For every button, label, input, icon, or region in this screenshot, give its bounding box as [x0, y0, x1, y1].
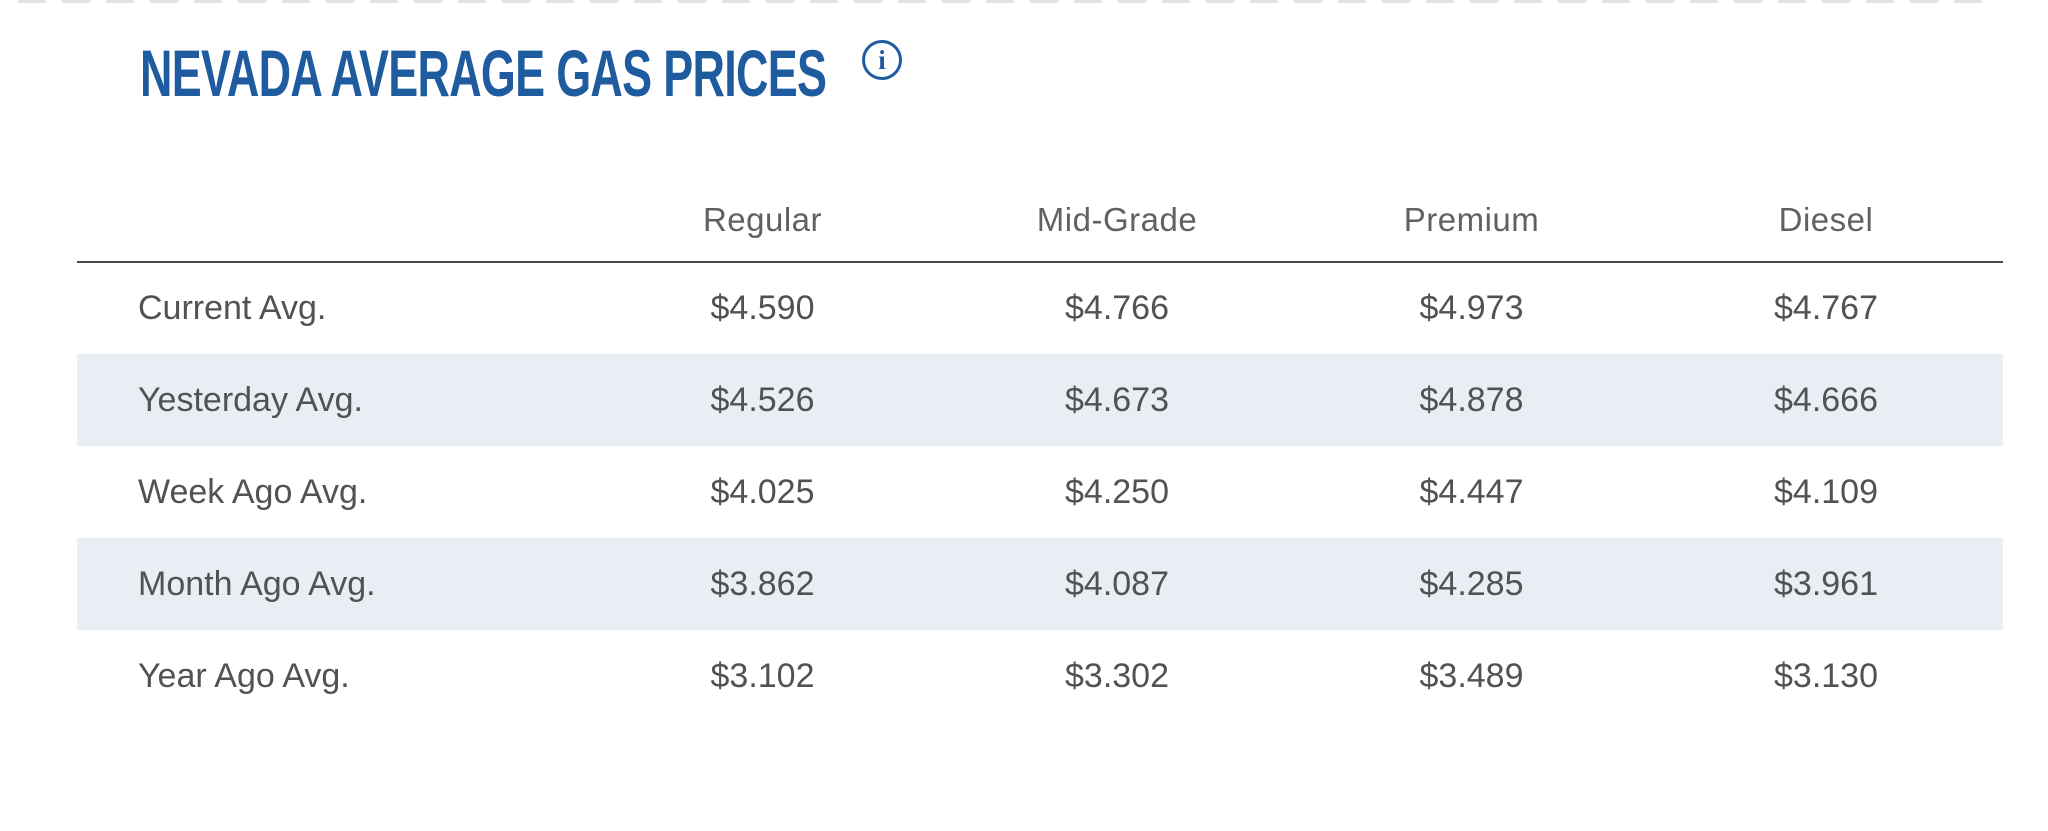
row-label: Month Ago Avg.: [138, 564, 376, 603]
column-header-mid-grade: Mid-Grade: [940, 203, 1294, 263]
price-cell: $4.767: [1774, 289, 1878, 327]
page-header: NEVADA AVERAGE GAS PRICES i: [0, 0, 2048, 106]
price-cell: $4.285: [1419, 564, 1524, 603]
table-header: Regular Mid-Grade Premium Diesel: [77, 203, 2003, 263]
table-row-year-ago-avg: Year Ago Avg. $3.102 $3.302 $3.489 $3.13…: [77, 630, 2003, 722]
column-header-regular: Regular: [585, 203, 940, 263]
row-label: Year Ago Avg.: [138, 656, 350, 695]
table-body: Current Avg. $4.590 $4.766 $4.973 $4.767…: [77, 262, 2003, 722]
price-cell: $4.250: [1065, 472, 1169, 511]
row-label: Yesterday Avg.: [138, 380, 363, 419]
page-title-text: NEVADA AVERAGE GAS PRICES: [140, 36, 827, 110]
price-cell: $4.766: [1065, 289, 1169, 327]
page-title: NEVADA AVERAGE GAS PRICES i: [140, 40, 2048, 106]
price-cell: $4.666: [1774, 380, 1878, 419]
table-row-week-ago-avg: Week Ago Avg. $4.025 $4.250 $4.447 $4.10…: [77, 446, 2003, 538]
table-row-yesterday-avg: Yesterday Avg. $4.526 $4.673 $4.878 $4.6…: [77, 354, 2003, 446]
price-cell: $3.302: [1065, 656, 1169, 695]
price-cell: $4.025: [710, 472, 815, 511]
price-cell: $4.973: [1419, 289, 1524, 327]
cropped-content-edge: [18, 0, 1988, 3]
price-cell: $3.961: [1774, 564, 1878, 603]
price-cell: $4.526: [710, 380, 815, 419]
header-row: Regular Mid-Grade Premium Diesel: [77, 203, 2003, 263]
gas-prices-table: Regular Mid-Grade Premium Diesel Current…: [77, 203, 2003, 722]
row-label: Current Avg.: [138, 289, 327, 327]
price-cell: $3.489: [1419, 656, 1524, 695]
price-cell: $4.447: [1419, 472, 1524, 511]
column-header-premium: Premium: [1294, 203, 1649, 263]
price-cell: $4.878: [1419, 380, 1524, 419]
price-cell: $3.130: [1774, 656, 1878, 695]
price-cell: $4.590: [710, 289, 815, 327]
price-cell: $4.087: [1065, 564, 1169, 603]
table-row-month-ago-avg: Month Ago Avg. $3.862 $4.087 $4.285 $3.9…: [77, 538, 2003, 630]
row-label-header: [77, 203, 585, 263]
info-icon[interactable]: i: [862, 40, 902, 80]
price-cell: $4.109: [1774, 472, 1878, 511]
table-row-current-avg: Current Avg. $4.590 $4.766 $4.973 $4.767: [77, 262, 2003, 354]
row-label: Week Ago Avg.: [138, 472, 368, 511]
price-cell: $3.862: [710, 564, 815, 603]
price-cell: $4.673: [1065, 380, 1169, 419]
column-header-diesel: Diesel: [1649, 203, 2003, 263]
price-cell: $3.102: [710, 656, 815, 695]
